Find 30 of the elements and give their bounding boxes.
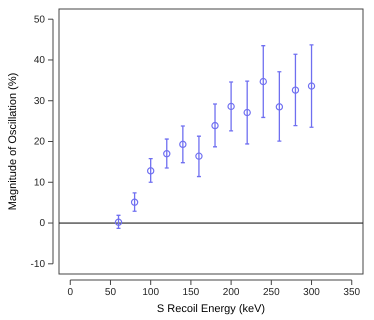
point bbox=[244, 108, 251, 116]
point bbox=[130, 198, 138, 206]
point bbox=[292, 86, 300, 94]
x-tick-label: 350 bbox=[343, 287, 361, 298]
x-axis-title: S Recoil Energy (keV) bbox=[156, 303, 266, 315]
point bbox=[195, 152, 203, 160]
y-tick-label: -10 bbox=[30, 259, 46, 270]
x-tick-label: 0 bbox=[67, 287, 74, 298]
point bbox=[146, 167, 154, 175]
point bbox=[163, 150, 170, 158]
x-tick-label: 150 bbox=[182, 287, 200, 298]
point bbox=[114, 218, 122, 226]
point bbox=[276, 103, 284, 111]
point bbox=[308, 82, 316, 90]
y-tick-label: 50 bbox=[34, 14, 46, 26]
x-tick-label: 100 bbox=[142, 287, 160, 298]
y-tick-label: 20 bbox=[34, 136, 46, 148]
point bbox=[227, 102, 235, 110]
point bbox=[260, 78, 267, 86]
x-tick-label: 300 bbox=[303, 287, 320, 298]
y-tick-label: 40 bbox=[34, 55, 46, 66]
point bbox=[211, 122, 219, 130]
y-axis-title: Magnitude of Oscillation (%) bbox=[7, 72, 19, 210]
x-tick-label: 250 bbox=[262, 287, 280, 298]
y-tick-label: 30 bbox=[34, 96, 46, 107]
point bbox=[179, 140, 187, 148]
x-tick-label: 50 bbox=[104, 287, 116, 298]
x-tick-label: 200 bbox=[222, 287, 240, 298]
y-tick-label: 10 bbox=[34, 177, 46, 188]
y-tick-label: 0 bbox=[39, 218, 46, 230]
